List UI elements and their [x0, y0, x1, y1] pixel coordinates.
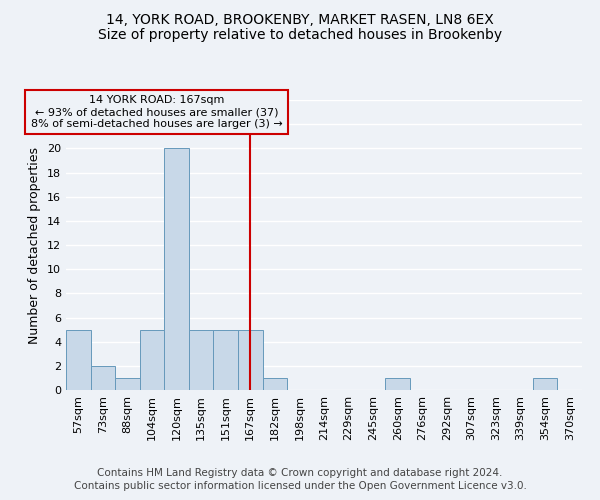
Text: Contains HM Land Registry data © Crown copyright and database right 2024.: Contains HM Land Registry data © Crown c…: [97, 468, 503, 477]
Text: Contains public sector information licensed under the Open Government Licence v3: Contains public sector information licen…: [74, 481, 526, 491]
Bar: [91, 366, 115, 390]
Bar: [66, 330, 91, 390]
Bar: [263, 378, 287, 390]
Text: 14 YORK ROAD: 167sqm
← 93% of detached houses are smaller (37)
8% of semi-detach: 14 YORK ROAD: 167sqm ← 93% of detached h…: [31, 96, 283, 128]
Text: 14, YORK ROAD, BROOKENBY, MARKET RASEN, LN8 6EX: 14, YORK ROAD, BROOKENBY, MARKET RASEN, …: [106, 12, 494, 26]
Bar: [140, 330, 164, 390]
Bar: [214, 330, 238, 390]
Bar: [238, 330, 263, 390]
Bar: [164, 148, 189, 390]
Bar: [385, 378, 410, 390]
Y-axis label: Number of detached properties: Number of detached properties: [28, 146, 41, 344]
Bar: [115, 378, 140, 390]
Bar: [189, 330, 214, 390]
Text: Size of property relative to detached houses in Brookenby: Size of property relative to detached ho…: [98, 28, 502, 42]
Bar: [533, 378, 557, 390]
